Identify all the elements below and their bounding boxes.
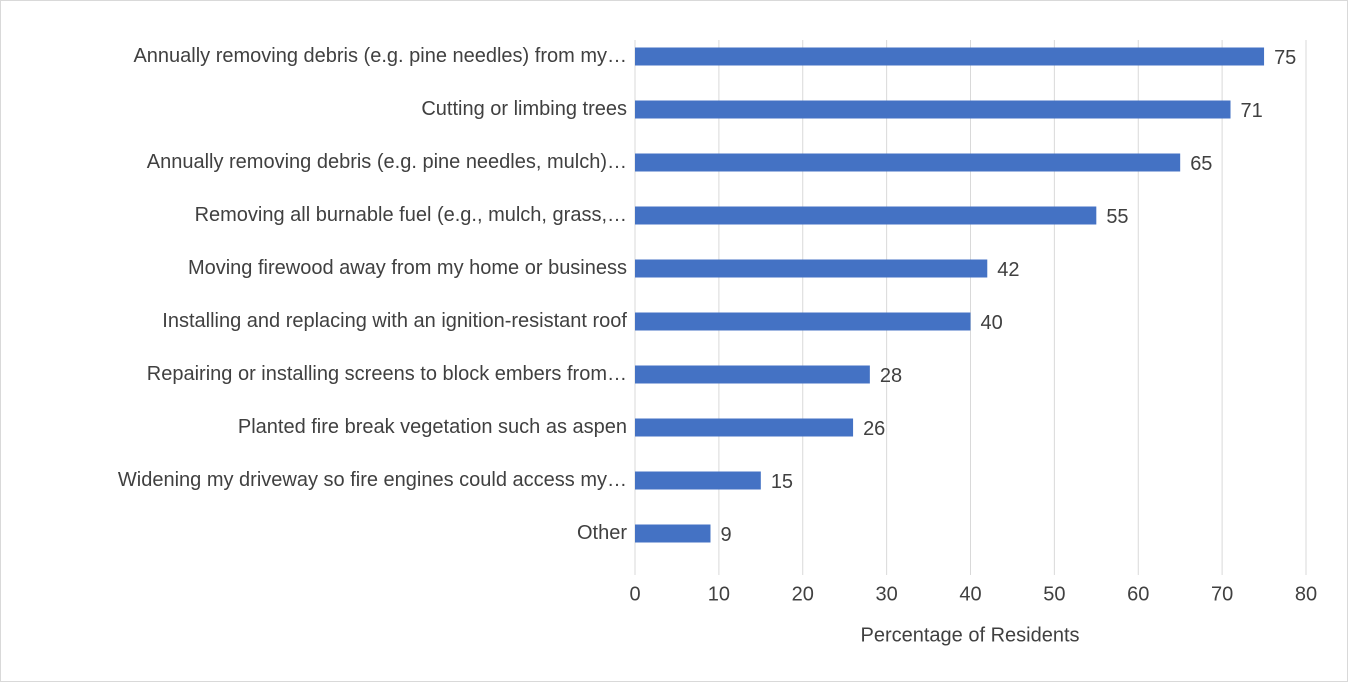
x-axis-title: Percentage of Residents [860,624,1079,646]
x-tick-label: 50 [1043,583,1065,605]
y-tick-label: Cutting or limbing trees [421,98,627,120]
x-tick-label: 0 [629,583,640,605]
y-tick-label: Installing and replacing with an ignitio… [162,310,627,332]
data-label: 65 [1190,153,1212,175]
x-tick-label: 10 [708,583,730,605]
bar [635,312,971,331]
data-label: 40 [981,312,1003,334]
y-tick-label: Annually removing debris (e.g. pine need… [147,151,627,173]
bar [635,259,988,278]
bar [635,100,1231,119]
data-label: 9 [720,524,731,546]
y-tick-label: Repairing or installing screens to block… [147,363,627,385]
bar [635,47,1265,66]
y-tick-label: Moving firewood away from my home or bus… [188,257,627,279]
bar [635,524,711,543]
data-label: 75 [1274,47,1296,69]
x-tick-label: 80 [1295,583,1317,605]
data-label: 28 [880,365,902,387]
data-label: 15 [771,471,793,493]
y-tick-label: Planted fire break vegetation such as as… [238,416,627,438]
bar [635,153,1181,172]
bar [635,365,870,384]
x-tick-label: 60 [1127,583,1149,605]
bar [635,206,1097,225]
y-tick-label: Widening my driveway so fire engines cou… [118,469,627,491]
data-label: 26 [863,418,885,440]
data-label: 71 [1241,100,1263,122]
bar [635,418,854,437]
x-tick-label: 30 [876,583,898,605]
data-label: 42 [997,259,1019,281]
y-tick-label: Annually removing debris (e.g. pine need… [133,45,627,67]
data-label: 55 [1106,206,1128,228]
x-tick-label: 20 [792,583,814,605]
bar [635,471,761,490]
y-tick-label: Removing all burnable fuel (e.g., mulch,… [195,204,627,226]
x-tick-label: 70 [1211,583,1233,605]
y-tick-label: Other [577,522,627,544]
x-tick-label: 40 [959,583,981,605]
